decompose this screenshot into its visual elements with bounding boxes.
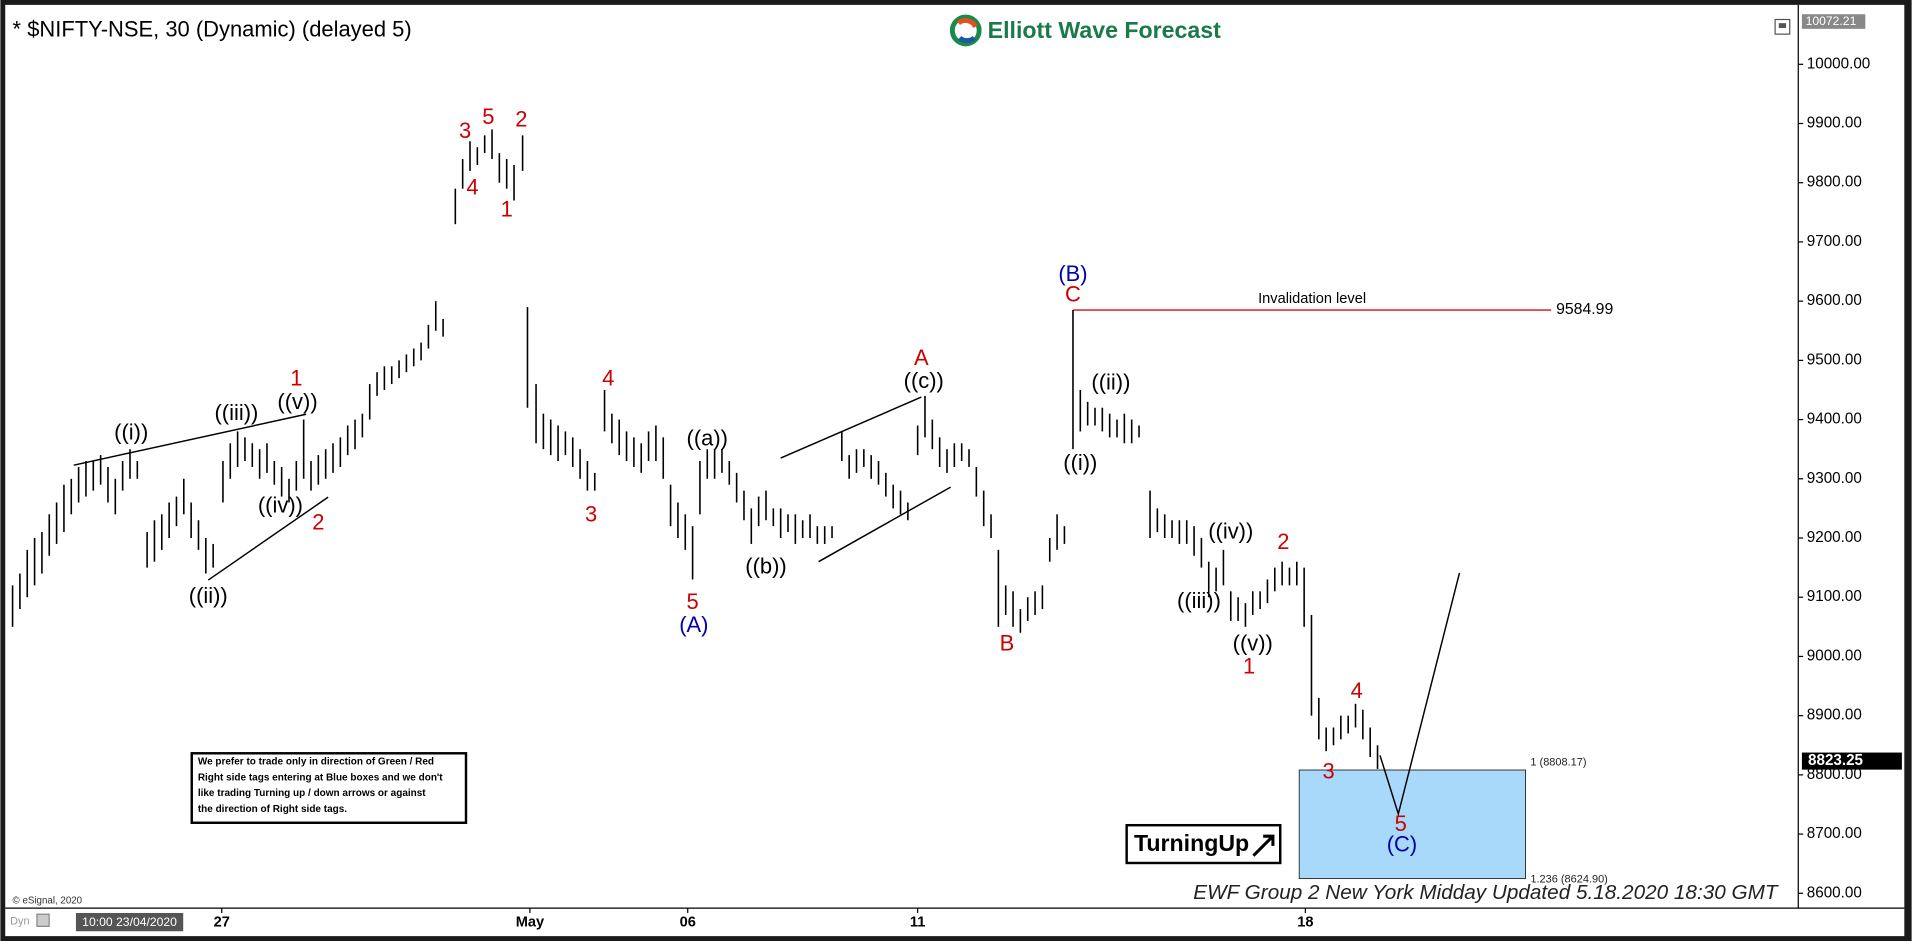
wave-label: 4 (466, 174, 478, 199)
cursor-time: 10:00 23/04/2020 (82, 915, 177, 929)
y-tick-label: 8800.00 (1807, 766, 1862, 783)
wave-label: ((ii)) (189, 583, 228, 608)
wave-label: 1 (501, 196, 513, 221)
last-price-label: 8823.25 (1808, 752, 1864, 769)
note: We prefer to trade only in direction of … (198, 756, 443, 815)
y-tick-label: 9300.00 (1807, 470, 1862, 487)
wave-label: ((iii)) (214, 400, 258, 425)
y-tick-label: 9200.00 (1807, 529, 1862, 546)
wave-label: 2 (1277, 529, 1289, 554)
wave-label: (A) (679, 612, 708, 637)
wave-label: 1 (1243, 653, 1255, 678)
wave-label: 4 (1351, 678, 1363, 703)
invalidation-label: Invalidation level (1258, 291, 1366, 307)
wave-label: 5 (1395, 811, 1407, 836)
fib-level-label: 1.236 (8624.90) (1530, 874, 1607, 886)
wave-label: ((i)) (1063, 450, 1097, 475)
note-line: like trading Turning up / down arrows or… (198, 788, 426, 799)
wave-label: A (914, 345, 929, 370)
trendline (1379, 572, 1461, 817)
trendline (818, 486, 952, 563)
note-box (190, 752, 468, 824)
y-tick-label: 10000.00 (1807, 55, 1870, 72)
y-tick-label: 9100.00 (1807, 588, 1862, 605)
mode: Dyn (10, 915, 30, 927)
wave-label: 3 (585, 501, 597, 526)
wave-label: ((i)) (114, 420, 148, 445)
badge-box (1125, 823, 1282, 865)
x-tick-label: 18 (1297, 915, 1313, 931)
wave-label: C (1065, 282, 1081, 307)
wave-label: ((v)) (1233, 630, 1273, 655)
window-icon-inner (1778, 23, 1787, 29)
y-tick-label: 9700.00 (1807, 233, 1862, 250)
trendline (73, 413, 307, 466)
logo-ring (949, 14, 982, 47)
target-box (1298, 769, 1527, 880)
wave-label: ((iv)) (1208, 518, 1253, 543)
footer: EWF Group 2 New York Midday Updated 5.18… (1193, 881, 1779, 904)
y-tick-label: 9000.00 (1807, 647, 1862, 664)
wave-label: 3 (1323, 758, 1335, 783)
wave-label: 3 (459, 118, 471, 143)
wave-label: 4 (602, 366, 614, 391)
y-tick-label: 8600.00 (1807, 884, 1862, 901)
note-line: We prefer to trade only in direction of … (198, 756, 434, 767)
wave-label: 5 (482, 104, 494, 129)
trendline (207, 496, 329, 581)
wave-label: B (1000, 630, 1015, 655)
y-tick-label: 8700.00 (1807, 825, 1862, 842)
note-line: the direction of Right side tags. (198, 804, 347, 815)
wave-label: ((b)) (745, 553, 786, 578)
logo-arc (956, 18, 978, 29)
brand-name: Elliott Wave Forecast (988, 17, 1221, 43)
wave-label: ((ii)) (1091, 369, 1130, 394)
badge-arrow (1252, 834, 1275, 857)
cursor-time-box (75, 912, 184, 932)
chart-title: * $NIFTY-NSE, 30 (Dynamic) (delayed 5) (13, 16, 412, 41)
note-line: Right side tags entering at Blue boxes a… (198, 772, 443, 783)
badge-text: TurningUp (1134, 830, 1249, 856)
copyright: © eSignal, 2020 (13, 895, 83, 906)
wave-label: 1 (290, 366, 302, 391)
wave-label: (B) (1058, 261, 1087, 286)
fib-level-label: 1 (8808.17) (1530, 757, 1586, 769)
brand-logo: Elliott Wave Forecast (949, 14, 1221, 47)
y-tick-label: 9400.00 (1807, 411, 1862, 428)
wave-label: 5 (687, 589, 699, 614)
wave-label: ((v)) (277, 389, 317, 414)
high-marker-label: 10072.21 (1806, 14, 1857, 28)
y-tick-label: 9800.00 (1807, 174, 1862, 191)
wave-label: ((c)) (904, 368, 944, 393)
wave-label: ((iii)) (1177, 588, 1221, 613)
wave-label: 2 (312, 510, 324, 535)
x-tick-label: May (516, 915, 545, 931)
mode-icon[interactable] (36, 913, 50, 927)
last-price-box (1801, 752, 1902, 770)
y-tick-label: 9900.00 (1807, 115, 1862, 132)
wave-label: ((iv)) (258, 492, 303, 517)
wave-label: ((a)) (687, 426, 728, 451)
x-tick-label: 06 (680, 915, 696, 931)
trendline (780, 396, 922, 459)
invalidation-value: 9584.99 (1556, 301, 1613, 318)
x-tick-label: 11 (910, 915, 925, 931)
y-tick-label: 9600.00 (1807, 292, 1862, 309)
wave-label: 2 (515, 106, 527, 131)
wave-label: (C) (1387, 832, 1417, 857)
y-tick-label: 9500.00 (1807, 351, 1862, 368)
logo-arc (958, 35, 976, 43)
y-tick-label: 8900.00 (1807, 707, 1862, 724)
x-tick-label: 27 (214, 915, 230, 931)
high-marker-box (1801, 14, 1866, 29)
